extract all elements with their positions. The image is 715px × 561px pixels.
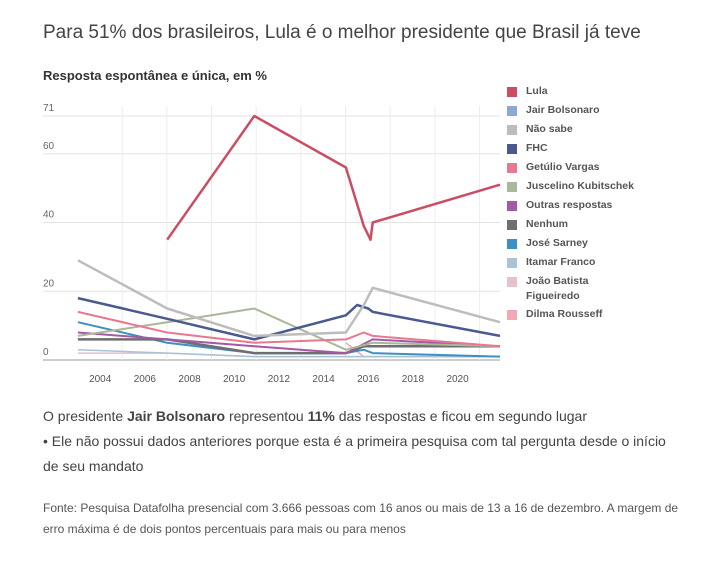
x-tick-label: 2008	[178, 374, 201, 385]
series-layer	[77, 114, 501, 358]
legend-item: Dilma Rousseff	[507, 307, 707, 326]
summary-line-1: O presidente Jair Bolsonaro representou …	[43, 408, 587, 424]
legend-item: Outras respostas	[507, 198, 707, 217]
legend-item: Nenhum	[507, 217, 707, 236]
x-tick-label: 2004	[89, 374, 112, 385]
series-line	[166, 114, 501, 241]
legend-item: Jair Bolsonaro	[507, 103, 707, 122]
legend-swatch	[507, 201, 517, 211]
legend-item: Itamar Franco	[507, 255, 707, 274]
series-line	[77, 307, 501, 351]
legend-label: José Sarney	[526, 237, 588, 249]
x-tick-label: 2012	[268, 374, 291, 385]
legend-swatch	[507, 87, 517, 97]
legend-label: Dilma Rousseff	[526, 308, 603, 320]
highlight-name: Jair Bolsonaro	[127, 408, 226, 424]
legend-label: FHC	[526, 142, 548, 154]
legend-label: Não sabe	[526, 123, 573, 135]
legend-swatch	[507, 163, 517, 173]
y-tick-label: 40	[43, 210, 55, 221]
y-tick-label: 20	[43, 278, 55, 289]
legend-swatch	[507, 258, 517, 268]
chart-legend: Lula Jair Bolsonaro Não sabe FHC Getúlio Var…	[507, 84, 707, 326]
x-tick-label: 2020	[446, 374, 469, 385]
legend-label: Itamar Franco	[526, 256, 596, 268]
legend-swatch	[507, 125, 517, 135]
chart-title: Para 51% dos brasileiros, Lula é o melho…	[43, 22, 641, 43]
x-tick-label: 2010	[223, 374, 246, 385]
legend-item: Lula	[507, 84, 707, 103]
series-line	[77, 296, 501, 341]
series-line	[77, 259, 501, 338]
source-note: Fonte: Pesquisa Datafolha presencial com…	[43, 501, 679, 536]
x-tick-label: 2006	[134, 374, 157, 385]
x-tick-label: 2018	[402, 374, 425, 385]
series-line	[77, 348, 500, 358]
series-line	[77, 310, 501, 348]
legend-label: Jair Bolsonaro	[526, 104, 600, 116]
legend-item: José Sarney	[507, 236, 707, 255]
legend-swatch	[507, 182, 517, 192]
legend-item: Não sabe	[507, 122, 707, 141]
legend-label: João Batista Figueiredo	[526, 275, 589, 302]
line-chart: 0 20 40 60 71 2004 2006 2008 2010 2012 2014 2016 201…	[43, 103, 501, 385]
y-tick-label: 71	[43, 103, 55, 114]
legend-label: Getúlio Vargas	[526, 161, 600, 173]
legend-label: Outras respostas	[526, 199, 613, 211]
summary-line-2: • Ele não possui dados anteriores porque…	[43, 433, 666, 474]
legend-item: Juscelino Kubitschek	[507, 179, 707, 198]
highlight-value: 11%	[307, 408, 335, 424]
legend-swatch	[507, 310, 517, 320]
series-line	[77, 331, 501, 355]
y-tick-label: 60	[43, 141, 55, 152]
legend-swatch	[507, 239, 517, 249]
legend-label: Lula	[526, 85, 548, 97]
summary-note: O presidente Jair Bolsonaro representou …	[43, 404, 683, 479]
chart-subtitle: Resposta espontânea e única, em %	[43, 68, 267, 83]
legend-swatch	[507, 220, 517, 230]
x-tick-label: 2016	[357, 374, 380, 385]
legend-swatch	[507, 277, 517, 287]
x-tick-label: 2014	[312, 374, 335, 385]
y-tick-label: 0	[43, 347, 49, 358]
legend-swatch	[507, 144, 517, 154]
legend-label: Nenhum	[526, 218, 568, 230]
legend-item: FHC	[507, 141, 707, 160]
tick-layer: 0 20 40 60 71 2004 2006 2008 2010 2012 2014 2016 201…	[43, 103, 469, 385]
legend-swatch	[507, 106, 517, 116]
legend-label: Juscelino Kubitschek	[526, 180, 634, 192]
legend-item: João Batista Figueiredo	[507, 274, 707, 307]
legend-item: Getúlio Vargas	[507, 160, 707, 179]
